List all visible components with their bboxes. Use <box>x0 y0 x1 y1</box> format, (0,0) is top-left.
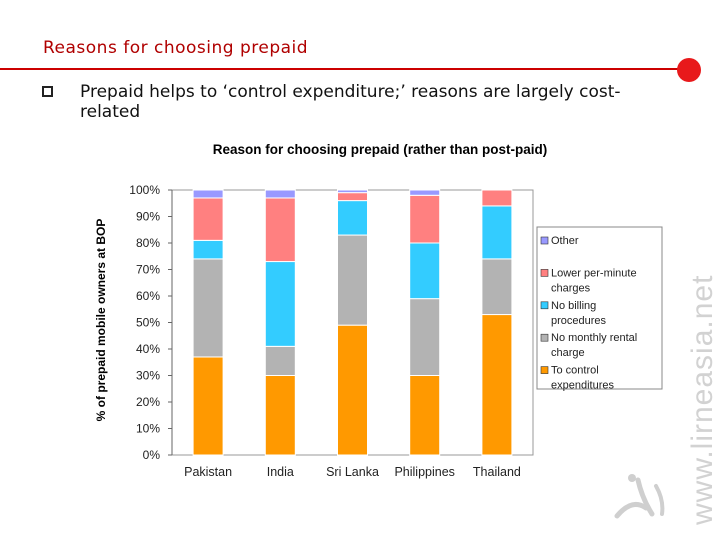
x-tick-label: Sri Lanka <box>326 465 379 479</box>
legend-entry: No monthly rental charge <box>551 332 637 359</box>
chart-title: Reason for choosing prepaid (rather than… <box>213 142 548 157</box>
bullet-text: Prepaid helps to ‘control expenditure;’ … <box>80 82 621 122</box>
bar-segment <box>192 356 224 456</box>
bar-segment <box>264 375 296 456</box>
y-tick-label: 80% <box>136 236 160 250</box>
bar-segment <box>481 189 513 207</box>
title-rule <box>0 68 683 70</box>
x-tick-label: Pakistan <box>184 465 232 479</box>
y-tick-label: 30% <box>136 369 160 383</box>
watermark: www.lirneasia.net <box>686 274 719 525</box>
slide-title: Reasons for choosing prepaid <box>43 38 309 58</box>
bullet-marker <box>42 86 53 97</box>
bar-segment <box>264 197 296 263</box>
logo-icon <box>614 474 665 519</box>
y-tick-label: 20% <box>136 395 160 409</box>
legend-swatch <box>540 366 549 374</box>
legend-swatch <box>540 333 549 342</box>
legend: Other Lower per-minute charges No billing pr… <box>536 226 663 392</box>
x-tick-label: India <box>267 465 294 479</box>
bar-segment <box>409 194 441 244</box>
bar-segment <box>192 189 224 199</box>
y-tick-label: 100% <box>129 183 160 197</box>
bar-segment <box>337 189 368 194</box>
y-tick-label: 50% <box>136 316 160 330</box>
y-tick-label: 40% <box>136 342 160 356</box>
y-tick-label: 90% <box>136 210 160 224</box>
bar-segment <box>481 205 513 260</box>
bar-segment <box>481 314 513 456</box>
y-tick-label: 0% <box>143 448 161 462</box>
y-tick-label: 60% <box>136 289 160 303</box>
legend-box <box>536 226 663 390</box>
bar-segment <box>481 258 513 316</box>
bar-segment <box>264 261 296 347</box>
bar-segment <box>192 197 224 241</box>
plot-area: 0% 10% 20% 30% 40% 50% 60% 70% 80% 90% 100% Pakista… <box>129 183 534 479</box>
bar-segment <box>409 298 441 376</box>
bar-segment <box>409 375 441 456</box>
bar-segment <box>409 242 441 300</box>
legend-swatch <box>540 236 549 245</box>
legend-swatch <box>540 269 549 277</box>
y-tick-label: 70% <box>136 263 160 277</box>
bar-segment <box>264 345 296 377</box>
rule-dot <box>677 58 701 82</box>
bar-segment <box>409 189 441 196</box>
y-tick-label: 10% <box>136 422 160 436</box>
legend-entry: Other <box>551 235 579 247</box>
x-tick-label: Philippines <box>394 465 454 479</box>
bar-segment <box>337 192 368 202</box>
legend-swatch <box>540 301 549 310</box>
bar-segment <box>337 234 368 326</box>
chart: Reason for choosing prepaid (rather than… <box>94 142 663 479</box>
bar-segment <box>264 189 296 199</box>
bar-segment <box>192 239 224 260</box>
legend-entry: No billing procedures <box>551 300 607 327</box>
x-tick-label: Thailand <box>473 465 521 479</box>
bar-segment <box>337 200 368 236</box>
legend-entry: To control expenditures <box>551 365 614 392</box>
y-axis-label: % of prepaid mobile owners at BOP <box>94 219 108 422</box>
legend-entry: Lower per-minute charges <box>551 267 637 294</box>
bar-segment <box>337 324 368 456</box>
bar-segment <box>192 258 224 358</box>
